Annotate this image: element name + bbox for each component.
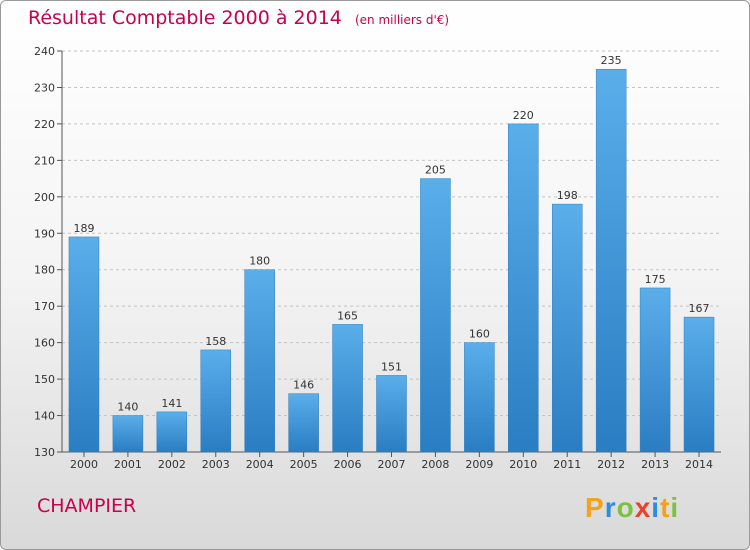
- bar: [420, 178, 451, 453]
- data-label: 189: [73, 222, 94, 235]
- data-label: 151: [381, 360, 402, 373]
- data-label: 140: [117, 401, 138, 414]
- data-label: 158: [205, 335, 226, 348]
- bar: [244, 269, 275, 453]
- x-tick-label: 2000: [70, 458, 98, 471]
- y-tick-label: 160: [34, 337, 55, 350]
- bar: [639, 287, 671, 453]
- y-tick-label: 170: [34, 300, 55, 313]
- bar: [551, 203, 583, 453]
- x-tick-label: 2012: [597, 458, 625, 471]
- bar: [508, 123, 539, 453]
- y-tick-label: 180: [34, 264, 55, 277]
- data-label: 146: [293, 379, 314, 392]
- x-tick-label: 2001: [114, 458, 142, 471]
- y-tick-label: 150: [34, 373, 55, 386]
- x-tick-label: 2010: [509, 458, 537, 471]
- bar: [464, 342, 495, 453]
- data-label: 205: [425, 164, 446, 177]
- chart-subtitle: (en milliers d'€): [354, 13, 450, 27]
- y-tick-label: 210: [34, 154, 55, 167]
- x-tick-label: 2004: [246, 458, 274, 471]
- y-tick-label: 130: [34, 446, 55, 459]
- bar: [288, 393, 319, 453]
- data-label: 160: [469, 328, 490, 341]
- x-tick-label: 2011: [553, 458, 581, 471]
- proxiti-logo: Proxiti: [585, 492, 679, 523]
- data-label: 167: [689, 302, 710, 315]
- y-tick-label: 200: [34, 191, 55, 204]
- bar: [200, 349, 232, 453]
- bar: [683, 316, 715, 453]
- x-tick-label: 2007: [378, 458, 406, 471]
- y-tick-label: 240: [34, 45, 55, 58]
- x-tick-label: 2005: [290, 458, 318, 471]
- data-label: 175: [645, 273, 666, 286]
- x-tick-label: 2009: [465, 458, 493, 471]
- x-tick-label: 2014: [685, 458, 713, 471]
- y-tick-label: 190: [34, 227, 55, 240]
- chart-title-block: Résultat Comptable 2000 à 2014 (en milli…: [28, 7, 449, 29]
- x-tick-label: 2008: [421, 458, 449, 471]
- data-label: 180: [249, 255, 270, 268]
- x-tick-label: 2002: [158, 458, 186, 471]
- data-label: 198: [557, 189, 578, 202]
- x-tick-label: 2003: [202, 458, 230, 471]
- data-label: 165: [337, 309, 358, 322]
- commune-name: CHAMPIER: [37, 495, 137, 517]
- bar: [332, 324, 363, 453]
- bar: [595, 68, 627, 453]
- bar: [68, 236, 100, 453]
- bar: [376, 375, 407, 453]
- x-tick-label: 2006: [334, 458, 362, 471]
- y-tick-label: 230: [34, 81, 55, 94]
- bar: [156, 411, 188, 453]
- y-tick-label: 140: [34, 410, 55, 423]
- data-label: 220: [513, 109, 534, 122]
- data-label: 141: [161, 397, 182, 410]
- chart-title: Résultat Comptable 2000 à 2014: [28, 7, 342, 29]
- data-label: 235: [601, 54, 622, 67]
- y-tick-label: 220: [34, 118, 55, 131]
- bar: [112, 415, 144, 453]
- svg-text:Proxiti: Proxiti: [585, 492, 679, 523]
- x-tick-label: 2013: [641, 458, 669, 471]
